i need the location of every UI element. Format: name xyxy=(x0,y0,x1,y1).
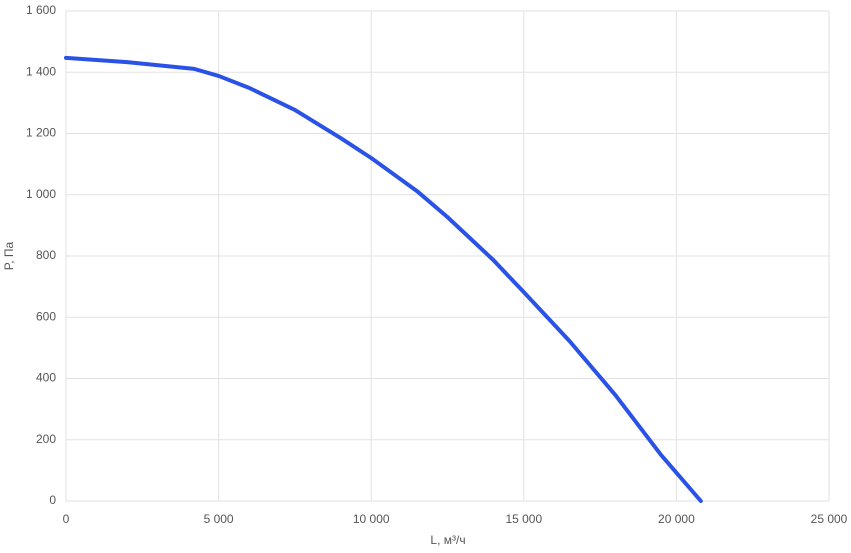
x-tick-label: 0 xyxy=(63,512,70,526)
x-tick-label: 10 000 xyxy=(353,512,390,526)
y-axis-label: P, Па xyxy=(2,241,16,270)
y-tick-label: 400 xyxy=(36,371,56,385)
x-axis-label: L, м³/ч xyxy=(430,533,465,547)
y-tick-label: 1 000 xyxy=(26,187,56,201)
x-tick-label: 25 000 xyxy=(811,512,848,526)
x-tick-label: 5 000 xyxy=(204,512,234,526)
y-tick-label: 200 xyxy=(36,432,56,446)
x-tick-label: 15 000 xyxy=(505,512,542,526)
x-tick-label: 20 000 xyxy=(658,512,695,526)
y-tick-label: 1 400 xyxy=(26,64,56,78)
y-tick-label: 0 xyxy=(49,493,56,507)
y-tick-label: 1 600 xyxy=(26,3,56,17)
y-tick-label: 600 xyxy=(36,309,56,323)
y-tick-label: 1 200 xyxy=(26,126,56,140)
data-line xyxy=(64,55,703,503)
y-tick-label: 800 xyxy=(36,248,56,262)
